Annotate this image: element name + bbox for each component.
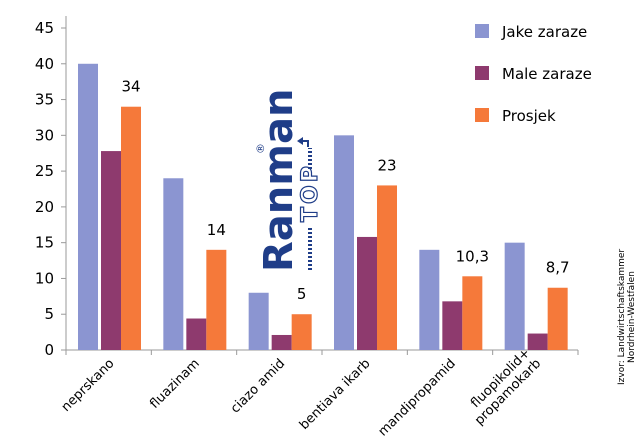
bar-jake-zaraze xyxy=(504,242,525,350)
y-tick-label: 20 xyxy=(35,198,54,216)
logo-suffix: TOP xyxy=(298,163,323,222)
data-label: 10,3 xyxy=(456,247,489,265)
bars xyxy=(78,63,568,351)
bar-prosjek xyxy=(206,249,227,350)
x-axis-categories: neprskano fluazinam ciazo amid bentiava ika… xyxy=(59,346,544,440)
bar-male-zaraze xyxy=(442,301,463,350)
legend: Jake zaraze Male zaraze Prosjek xyxy=(475,23,592,125)
legend-label: Prosjek xyxy=(502,107,556,125)
y-axis-ticks: 0 5 10 15 20 25 30 35 40 45 xyxy=(35,19,66,359)
y-tick-label: 25 xyxy=(35,162,54,180)
x-category-label: neprskano xyxy=(59,356,118,415)
bar-male-zaraze xyxy=(527,333,548,350)
bar-prosjek xyxy=(462,276,483,350)
y-tick-label: 30 xyxy=(35,126,54,144)
data-label: 8,7 xyxy=(546,259,570,277)
bar-prosjek xyxy=(547,287,568,350)
x-category-label: fluazinam xyxy=(147,356,203,412)
x-category-text: bentiava ikarb xyxy=(297,356,374,433)
bar-jake-zaraze xyxy=(163,178,184,350)
logo-arrow-head-icon xyxy=(297,137,303,145)
bar-male-zaraze xyxy=(271,334,292,350)
data-label: 34 xyxy=(121,78,140,96)
bar-jake-zaraze xyxy=(334,135,354,350)
logo-arrow-icon xyxy=(302,140,309,147)
data-label: 5 xyxy=(297,285,307,303)
bar-male-zaraze xyxy=(101,151,121,350)
chart-axes xyxy=(65,16,579,355)
legend-swatch xyxy=(475,24,489,38)
data-label: 14 xyxy=(207,221,226,239)
logo-registered-mark: ® xyxy=(254,143,267,154)
data-label: 23 xyxy=(377,156,396,174)
bar-male-zaraze xyxy=(186,318,207,350)
x-category-text: neprskano xyxy=(59,356,118,415)
y-tick-label: 35 xyxy=(35,91,54,109)
logo-wordmark: Ranman xyxy=(256,89,302,272)
y-tick-label: 0 xyxy=(44,341,54,359)
x-category-label: ciazo amid xyxy=(228,356,288,416)
x-category-label: bentiava ikarb xyxy=(297,356,374,433)
y-tick-label: 5 xyxy=(44,305,54,323)
bar-prosjek xyxy=(377,185,397,350)
bar-prosjek xyxy=(291,314,312,350)
y-tick-label: 10 xyxy=(35,269,54,287)
y-tick-label: 15 xyxy=(35,234,54,252)
legend-label: Male zaraze xyxy=(502,65,592,83)
bar-jake-zaraze xyxy=(78,63,98,351)
x-category-label: mandipropamid xyxy=(376,356,459,439)
x-category-text: mandipropamid xyxy=(376,356,459,439)
ranman-top-logo: Ranman ® TOP xyxy=(254,89,324,272)
y-tick-label: 45 xyxy=(35,19,54,37)
data-labels: 34 14 5 23 10,3 8,7 xyxy=(121,78,569,304)
source-line-2: Nordrhein-Westfalen xyxy=(627,271,637,363)
legend-swatch xyxy=(475,66,489,80)
bar-jake-zaraze xyxy=(419,249,440,350)
x-category-text: fluazinam xyxy=(147,356,203,412)
x-category-text: ciazo amid xyxy=(228,356,288,416)
legend-swatch xyxy=(475,108,489,122)
legend-label: Jake zaraze xyxy=(501,23,587,41)
bar-prosjek xyxy=(121,106,141,350)
bar-jake-zaraze xyxy=(248,292,269,350)
bar-male-zaraze xyxy=(357,236,377,350)
source-note: Izvor: Landwirtschaftskammer Nordrhein-W… xyxy=(617,249,637,385)
x-category-label: fluopikolid+propamokarb xyxy=(468,346,544,429)
y-tick-label: 40 xyxy=(35,55,54,73)
source-line-1: Izvor: Landwirtschaftskammer xyxy=(617,249,627,385)
